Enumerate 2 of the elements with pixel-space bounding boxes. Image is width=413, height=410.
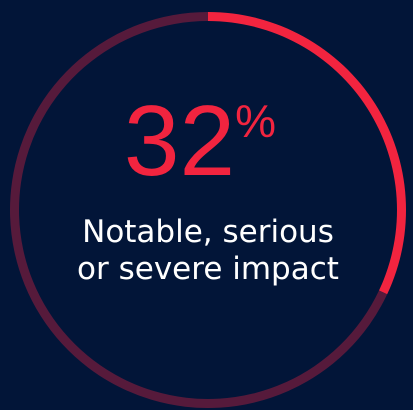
slice-label: Notable, serious or severe impact: [77, 214, 339, 287]
data-label: 32$^{%}$: [124, 85, 276, 197]
